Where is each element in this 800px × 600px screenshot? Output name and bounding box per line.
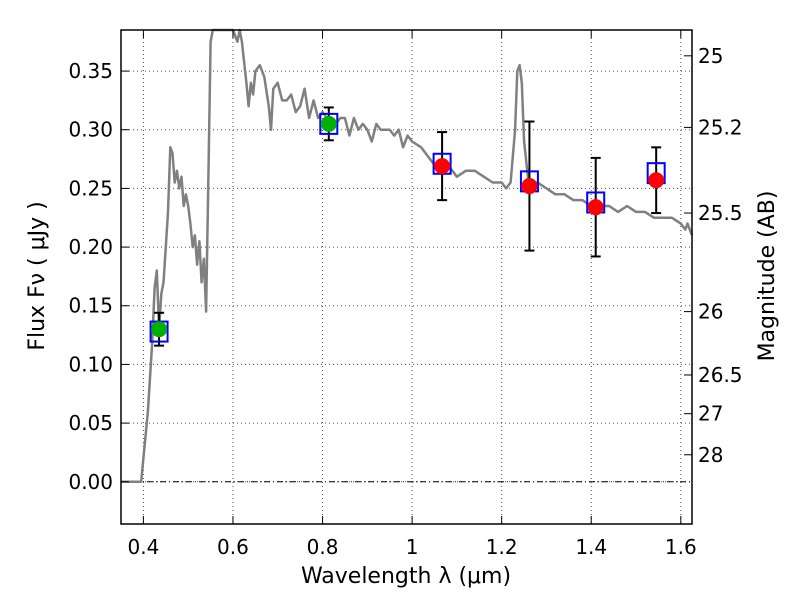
x-tick-label: 1.2	[486, 535, 518, 559]
right-axis-ticks: 25 25.2 25.5 26 26.5 27 28	[684, 44, 743, 467]
model-box	[319, 112, 339, 135]
plot-frame	[120, 29, 693, 525]
x-tick-label: 1	[406, 535, 419, 559]
right-tick-label: 26.5	[698, 363, 743, 387]
y-tick-label: 0.10	[68, 352, 113, 376]
y-axis-ticks: 0.00 0.05 0.10 0.15 0.20 0.25 0.30 0.35	[68, 59, 129, 494]
y-tick-label: 0.35	[68, 59, 113, 83]
red-data-point	[587, 199, 604, 216]
y-tick-label: 0.20	[68, 235, 113, 259]
red-data-point	[648, 172, 665, 189]
x-tick-label: 0.6	[217, 535, 249, 559]
x-tick-label: 0.4	[127, 535, 159, 559]
data-points	[151, 115, 665, 338]
y-tick-label: 0.25	[68, 176, 113, 200]
right-tick-label: 28	[698, 443, 723, 467]
y-tick-label: 0.15	[68, 294, 113, 318]
x-tick-label: 1.6	[665, 535, 697, 559]
right-tick-label: 26	[698, 300, 723, 324]
right-axis-label: Magnitude (AB)	[755, 191, 780, 362]
y-axis-label: Flux Fν ( μJy )	[25, 201, 50, 350]
x-axis-label: Wavelength λ (μm)	[301, 564, 511, 589]
green-data-point	[151, 321, 168, 338]
red-data-point	[521, 178, 538, 195]
right-tick-label: 27	[698, 402, 723, 426]
y-tick-label: 0.00	[68, 470, 113, 494]
right-tick-label: 25.2	[698, 115, 743, 139]
red-data-point	[434, 158, 451, 175]
x-tick-label: 0.8	[307, 535, 339, 559]
right-tick-label: 25	[698, 44, 723, 68]
green-data-point	[320, 115, 337, 132]
y-tick-label: 0.30	[68, 118, 113, 142]
x-tick-label: 1.4	[575, 535, 607, 559]
y-tick-label: 0.05	[68, 411, 113, 435]
right-tick-label: 25.5	[698, 201, 743, 225]
x-axis-ticks: 0.4 0.6 0.8 1 1.2 1.4 1.6	[127, 30, 697, 559]
